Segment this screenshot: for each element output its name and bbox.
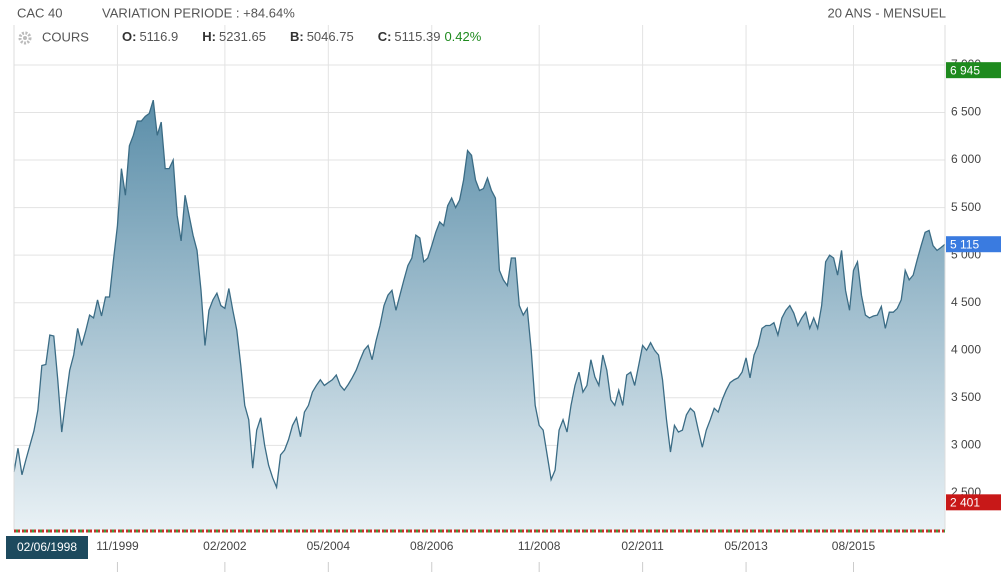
y-tick-label: 6 000 [951, 152, 981, 166]
x-tick-label: 08/2015 [832, 539, 876, 553]
variation: VARIATION PERIODE : +84.64% [102, 5, 295, 20]
y-tick-label: 6 500 [951, 105, 981, 119]
change: 0.42% [444, 29, 481, 44]
y-tick-label: 5 500 [951, 200, 981, 214]
y-tick-label: 4 000 [951, 342, 981, 356]
price-badge-label: 5 115 [950, 237, 979, 251]
low-label: B: [290, 29, 304, 44]
plot [13, 99, 946, 530]
open-label: O: [122, 29, 136, 44]
quote-line: O: 5116.9 H: 5231.65 B: 5046.75 C: 5115.39 0.42% [122, 29, 482, 44]
high: 5231.65 [219, 29, 266, 44]
x-tick-label: 11/2008 [518, 539, 561, 553]
price-badge-label: 6 945 [950, 63, 980, 77]
y-tick-label: 3 500 [951, 390, 981, 404]
x-tick-label: 02/2002 [203, 539, 247, 553]
x-tick-label: 02/2011 [621, 539, 664, 553]
cursor-date-box [6, 536, 88, 559]
price-badge [946, 62, 1001, 79]
low: 5046.75 [307, 29, 354, 44]
line [13, 99, 946, 490]
price-badge-label: 2 401 [950, 495, 980, 509]
y-tick-label: 4 500 [951, 295, 981, 309]
open: 5116.9 [139, 29, 178, 44]
x-tick-label: 11/1999 [96, 539, 139, 553]
settings-icon[interactable] [18, 31, 32, 45]
x-tick-label: 05/2013 [724, 539, 768, 553]
high-label: H: [202, 29, 216, 44]
series-name: COURS [42, 29, 89, 44]
price-badge [946, 494, 1001, 511]
cursor-date: 02/06/1998 [17, 540, 77, 554]
x-tick-label: 05/2004 [307, 539, 351, 553]
price-badge [946, 236, 1001, 253]
period[interactable]: 20 ANS - MENSUEL [828, 5, 947, 20]
x-tick-label: 08/2006 [410, 539, 454, 553]
close-label: C: [378, 29, 392, 44]
y-tick-label: 3 000 [951, 438, 981, 452]
index-name: CAC 40 [17, 5, 63, 20]
area [14, 100, 945, 530]
close: 5115.39 [394, 29, 440, 44]
